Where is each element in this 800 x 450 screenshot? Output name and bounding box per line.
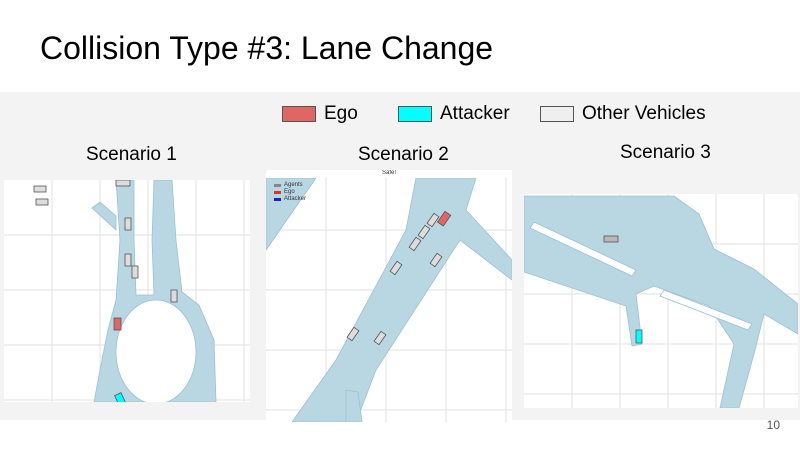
road-network <box>266 177 512 422</box>
vehicle <box>170 289 178 303</box>
road-network <box>524 195 798 408</box>
scenario-3-label: Scenario 3 <box>620 142 711 163</box>
vehicles <box>603 235 643 344</box>
page-number: 10 <box>766 418 780 432</box>
vehicle <box>124 253 132 267</box>
legend-label-other: Other Vehicles <box>582 103 706 124</box>
plot-legend-swatch <box>274 191 281 194</box>
attacker-vehicle <box>635 329 643 344</box>
lane-dividers <box>529 221 753 331</box>
vehicle <box>124 217 132 231</box>
plot-title-bar <box>266 170 512 178</box>
legend: Ego Attacker Other Vehicles <box>0 102 800 126</box>
vehicle <box>389 260 403 276</box>
plot-legend-item: Agents <box>274 182 306 189</box>
plot-legend-label: Agents <box>284 182 303 188</box>
vehicle <box>115 180 131 187</box>
vehicle <box>373 330 387 346</box>
plot-legend: Agents Ego Attacker <box>274 182 306 203</box>
plot-legend-label: Attacker <box>284 196 307 202</box>
vehicle <box>426 212 440 228</box>
legend-item-other: Other Vehicles <box>540 102 706 126</box>
scenario-3-map <box>524 194 798 408</box>
legend-item-ego: Ego <box>282 102 358 126</box>
plot-legend-item: Ego <box>274 189 306 196</box>
legend-swatch-ego <box>282 106 316 122</box>
scenario-2-label: Scenario 2 <box>358 144 449 165</box>
plot-legend-swatch <box>274 184 281 187</box>
scenario-3-plot <box>524 194 798 408</box>
vehicle <box>346 326 360 342</box>
legend-swatch-attacker <box>398 106 432 122</box>
scenario-1-plot <box>4 180 250 402</box>
scenario-2-plot: Safe! Agents Ego Attacker <box>266 170 512 422</box>
plot-legend-item: Attacker <box>274 196 306 203</box>
legend-item-attacker: Attacker <box>398 102 510 126</box>
vehicle <box>35 198 49 206</box>
ego-vehicle <box>436 210 452 227</box>
legend-label-attacker: Attacker <box>440 103 510 124</box>
legend-swatch-other <box>540 106 574 122</box>
slide-title: Collision Type #3: Lane Change <box>40 30 494 66</box>
vehicle <box>417 224 431 240</box>
vehicles <box>33 180 178 402</box>
scenario-1-label: Scenario 1 <box>86 144 177 165</box>
attacker-vehicle <box>114 392 127 402</box>
ego-vehicle <box>113 317 122 331</box>
scenario-1-map <box>4 180 250 402</box>
scenario-2-map <box>266 170 512 422</box>
plot-legend-swatch <box>274 198 281 201</box>
vehicle <box>33 185 47 193</box>
vehicles <box>346 210 452 346</box>
roundabout-island <box>115 299 197 402</box>
vehicle <box>429 252 443 268</box>
legend-label-ego: Ego <box>324 103 358 124</box>
plot-legend-label: Ego <box>284 189 295 195</box>
vehicle <box>408 236 422 252</box>
vehicle <box>131 265 139 279</box>
plot-title: Safe! <box>381 170 396 176</box>
vehicle <box>603 235 619 243</box>
